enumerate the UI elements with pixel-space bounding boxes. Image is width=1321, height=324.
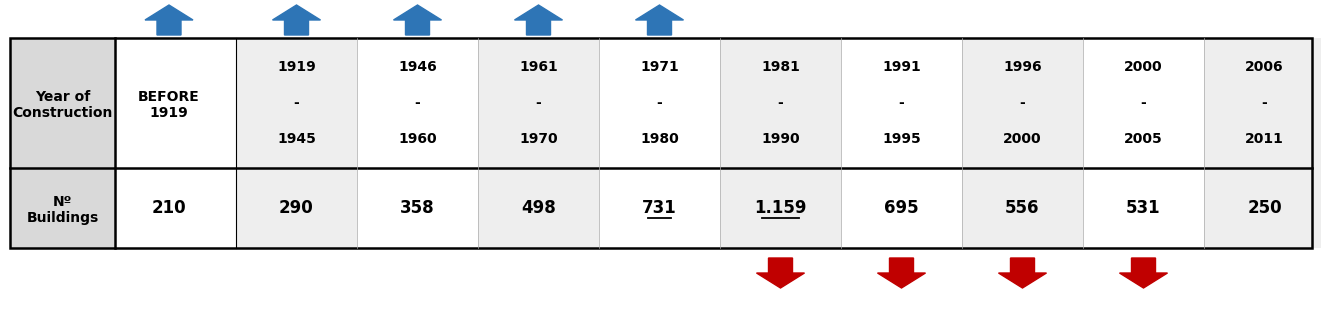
Text: 2006: 2006 — [1246, 60, 1284, 74]
FancyArrow shape — [1119, 258, 1168, 288]
Text: 1970: 1970 — [519, 133, 557, 146]
Text: -: - — [293, 96, 300, 110]
Text: 1995: 1995 — [882, 133, 921, 146]
Bar — [478, 38, 598, 248]
Text: Construction: Construction — [12, 106, 112, 120]
Text: -: - — [898, 96, 905, 110]
Bar — [115, 38, 223, 248]
Text: 1980: 1980 — [641, 133, 679, 146]
Text: 250: 250 — [1247, 199, 1281, 217]
Text: Year of: Year of — [34, 90, 90, 104]
Text: 731: 731 — [642, 199, 676, 217]
Text: 695: 695 — [884, 199, 919, 217]
Text: 531: 531 — [1127, 199, 1161, 217]
Text: -: - — [1020, 96, 1025, 110]
Text: Buildings: Buildings — [26, 211, 99, 225]
Text: 290: 290 — [279, 199, 314, 217]
Text: 1991: 1991 — [882, 60, 921, 74]
Bar — [11, 38, 115, 248]
Text: 1945: 1945 — [277, 133, 316, 146]
Bar — [598, 38, 720, 248]
Text: 1961: 1961 — [519, 60, 557, 74]
FancyArrow shape — [145, 5, 193, 35]
Bar — [1083, 38, 1203, 248]
Text: -: - — [657, 96, 662, 110]
Text: 1990: 1990 — [761, 133, 799, 146]
FancyArrow shape — [514, 5, 563, 35]
FancyArrow shape — [635, 5, 683, 35]
Text: 1919: 1919 — [277, 60, 316, 74]
Text: 1960: 1960 — [398, 133, 437, 146]
Text: -: - — [415, 96, 420, 110]
Text: 2011: 2011 — [1246, 133, 1284, 146]
Bar — [720, 38, 841, 248]
Text: -: - — [1262, 96, 1267, 110]
Text: 556: 556 — [1005, 199, 1040, 217]
Bar — [1203, 38, 1321, 248]
Text: -: - — [535, 96, 542, 110]
Text: 210: 210 — [152, 199, 186, 217]
Text: 358: 358 — [400, 199, 435, 217]
Text: 2005: 2005 — [1124, 133, 1162, 146]
Bar — [841, 38, 962, 248]
Bar — [357, 38, 478, 248]
FancyArrow shape — [757, 258, 804, 288]
Text: 1.159: 1.159 — [754, 199, 807, 217]
Text: Nº: Nº — [53, 195, 73, 209]
FancyArrow shape — [999, 258, 1046, 288]
FancyArrow shape — [394, 5, 441, 35]
Text: 1919: 1919 — [149, 106, 189, 120]
FancyArrow shape — [272, 5, 321, 35]
Bar — [236, 38, 357, 248]
Text: -: - — [778, 96, 783, 110]
Bar — [962, 38, 1083, 248]
Text: 1981: 1981 — [761, 60, 801, 74]
Text: 2000: 2000 — [1003, 133, 1042, 146]
FancyArrow shape — [877, 258, 926, 288]
Text: 498: 498 — [520, 199, 556, 217]
Text: 1946: 1946 — [398, 60, 437, 74]
Bar — [11, 38, 1312, 248]
Text: 2000: 2000 — [1124, 60, 1162, 74]
Text: -: - — [1140, 96, 1147, 110]
Text: 1996: 1996 — [1003, 60, 1042, 74]
Text: BEFORE: BEFORE — [139, 90, 199, 104]
Text: 1971: 1971 — [641, 60, 679, 74]
